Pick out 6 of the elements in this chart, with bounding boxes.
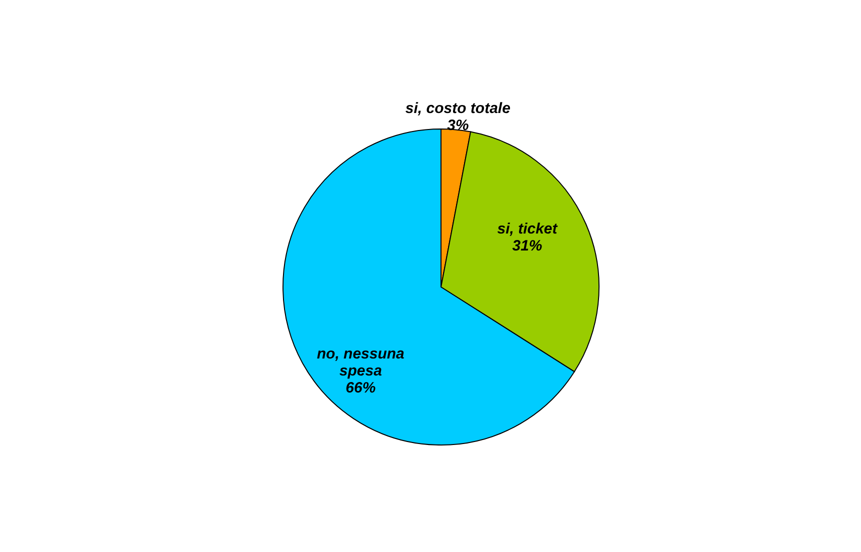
slice-label: no, nessuna spesa — [316, 345, 404, 380]
slice-label: si, costo totale — [405, 100, 510, 117]
data-label: 66% — [346, 379, 376, 396]
data-label: 3% — [447, 116, 469, 134]
slice-label: si, ticket — [497, 220, 558, 238]
data-label: 31% — [512, 237, 542, 254]
